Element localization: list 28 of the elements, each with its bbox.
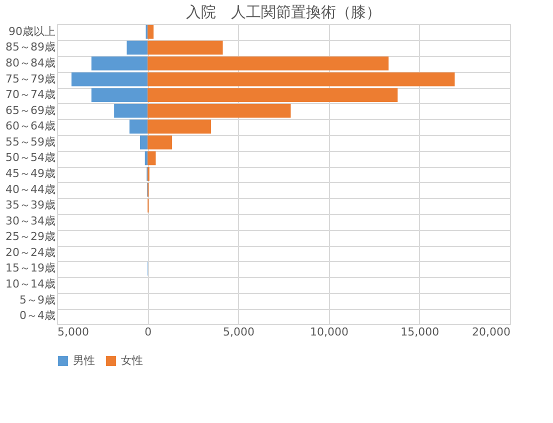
y-tick-label: 70～74歳 (6, 88, 56, 102)
legend-label: 男性 (73, 354, 95, 367)
y-tick-label: 55～59歳 (6, 135, 56, 148)
y-tick-label: 45～49歳 (6, 167, 56, 180)
y-tick-label: 5～9歳 (20, 293, 56, 306)
y-tick-label: 40～44歳 (6, 182, 56, 196)
y-tick-label: 35～39歳 (6, 198, 56, 212)
x-tick-label: 15,000 (400, 326, 440, 338)
x-tick-label: 10,000 (310, 326, 349, 338)
y-tick-label: 60～64歳 (6, 120, 56, 133)
x-tick-label: 5,000 (222, 326, 254, 338)
y-tick-label: 25～29歳 (6, 230, 56, 244)
y-tick-label: 50～54歳 (6, 151, 56, 164)
y-tick-label: 75～79歳 (6, 72, 56, 86)
y-tick-label: 30～34歳 (6, 214, 56, 228)
y-tick-label: 80～84歳 (6, 56, 56, 70)
x-tick-label: 20,000 (472, 326, 510, 338)
x-tick-label: 5,000 (58, 326, 89, 338)
legend-label: 女性 (121, 354, 143, 367)
x-tick-label: 0 (144, 326, 152, 338)
y-tick-label: 90歳以上 (8, 24, 56, 38)
y-tick-label: 85～89歳 (6, 40, 56, 54)
y-tick-label: 15～19歳 (6, 262, 56, 275)
y-tick-label: 20～24歳 (6, 246, 56, 259)
y-tick-label: 65～69歳 (6, 104, 56, 117)
chart-title: 入院 人工関節置換術（膝） (186, 3, 381, 21)
y-tick-label: 0～4歳 (20, 309, 56, 322)
y-tick-label: 10～14歳 (6, 278, 56, 291)
